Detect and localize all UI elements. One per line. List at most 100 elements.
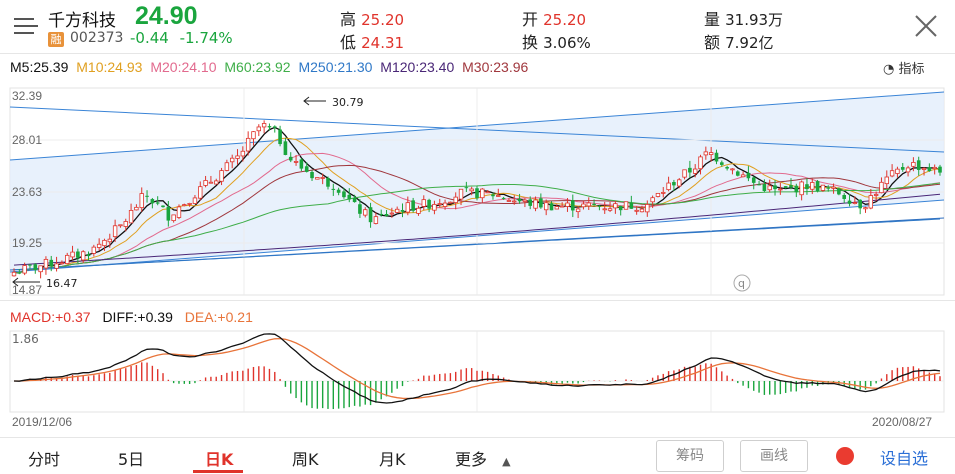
add-favorite-button[interactable]: 设自选 [880, 449, 929, 468]
candle-body [512, 200, 517, 203]
candle-body [927, 167, 932, 172]
candle-body [219, 170, 224, 182]
candle-body [437, 203, 442, 205]
candle-body [347, 194, 352, 200]
candle-body [607, 208, 613, 211]
candle-body [315, 177, 320, 180]
candle-body [805, 184, 809, 190]
dea-value: DEA:+0.21 [184, 309, 253, 325]
candle-body [43, 258, 49, 269]
candle-body [320, 177, 325, 179]
ma250-label: M250:21.30 [298, 59, 373, 75]
price-change: -0.44 -1.74% [130, 29, 233, 47]
candle-body [847, 200, 852, 204]
candle-body [171, 214, 176, 222]
candle-body [592, 203, 596, 206]
tab-more-label: 更多 [455, 450, 488, 469]
stat-turnover-rate: 换 3.06% [522, 29, 591, 53]
stat-value: 31.93万 [725, 11, 784, 29]
candle-body [139, 193, 144, 209]
candle-body [688, 167, 692, 173]
favorite-icon[interactable] [836, 447, 854, 465]
candle-body [358, 204, 362, 214]
kline-chart[interactable]: 32.39 28.01 23.63 19.25 14.87 30.79 16.4… [0, 84, 955, 300]
candle-body [650, 197, 655, 203]
candle-body [394, 208, 400, 213]
candle-body [458, 188, 464, 200]
candle-body [522, 199, 528, 202]
ma120-line [13, 193, 941, 266]
gauge-icon: ◔ [883, 62, 895, 77]
candle-body [134, 206, 139, 211]
indicator-button[interactable]: ◔ 指标 [883, 58, 925, 77]
macd-chart[interactable]: 1.86 [0, 330, 955, 414]
candle-body [623, 201, 629, 210]
candle-body [442, 202, 448, 207]
candle-body [70, 251, 75, 258]
y-tick: 23.63 [12, 185, 42, 199]
candle-body [746, 172, 751, 179]
ma120-label: M120:23.40 [380, 59, 455, 75]
candle-body [123, 221, 128, 227]
candle-body [911, 162, 916, 167]
candle-body [539, 198, 543, 208]
candle-body [214, 180, 219, 185]
quote-header: 千方科技 24.90 融 002373 -0.44 -1.74% 高 25.20… [0, 0, 955, 52]
menu-icon[interactable] [12, 14, 40, 38]
candle-body [363, 209, 368, 216]
candle-body [310, 171, 314, 179]
candle-body [161, 205, 165, 208]
candle-body [485, 191, 490, 194]
stat-high: 高 25.20 [340, 6, 404, 30]
ma10-label: M10:24.93 [76, 59, 143, 75]
candle-body [453, 196, 458, 203]
candle-body [799, 181, 804, 196]
caret-up-icon: ▲ [502, 455, 511, 468]
candle-body [28, 264, 32, 266]
chips-button[interactable]: 筹码 [656, 440, 724, 472]
tab-more[interactable]: 更多 ▲ [455, 446, 511, 470]
draw-line-button[interactable]: 画线 [740, 440, 808, 472]
zoom-icon[interactable]: q [733, 274, 751, 292]
candle-body [166, 206, 171, 221]
candle-body [54, 263, 59, 269]
candle-body [112, 225, 118, 238]
candle-body [863, 207, 868, 210]
candle-body [299, 159, 304, 169]
candle-body [80, 251, 86, 261]
stat-label: 开 [522, 10, 539, 29]
close-icon[interactable] [912, 12, 940, 40]
stat-value: 25.20 [361, 11, 405, 29]
y-tick: 14.87 [12, 283, 42, 297]
candle-body [352, 197, 357, 203]
candle-body [421, 199, 426, 207]
tab-intraday[interactable]: 分时 [28, 450, 61, 469]
min-price-marker: 16.47 [46, 277, 78, 290]
ma30-label: M30:23.96 [462, 59, 529, 75]
margin-badge: 融 [48, 32, 64, 47]
tab-monthly-k[interactable]: 月K [379, 450, 406, 469]
candle-body [65, 254, 70, 265]
candle-body [597, 205, 602, 207]
stat-amount: 额 7.92亿 [704, 29, 774, 53]
candle-body [22, 265, 27, 274]
candle-body [852, 202, 858, 204]
candle-body [783, 186, 788, 188]
candle-body [581, 203, 586, 208]
tab-weekly-k[interactable]: 周K [292, 450, 319, 469]
candle-body [708, 152, 714, 155]
tab-daily-k[interactable]: 日K [205, 450, 234, 469]
candle-body [815, 181, 820, 192]
stat-label: 量 [704, 10, 721, 29]
tab-5day[interactable]: 5日 [118, 450, 145, 469]
y-tick: 32.39 [12, 89, 42, 103]
candle-body [480, 188, 485, 199]
candle-body [570, 200, 575, 211]
stat-open: 开 25.20 [522, 6, 586, 30]
candle-body [921, 167, 927, 170]
candle-body [427, 199, 431, 209]
candle-body [400, 209, 405, 212]
candle-body [11, 271, 17, 277]
candle-body [475, 188, 479, 199]
divider [0, 300, 955, 301]
